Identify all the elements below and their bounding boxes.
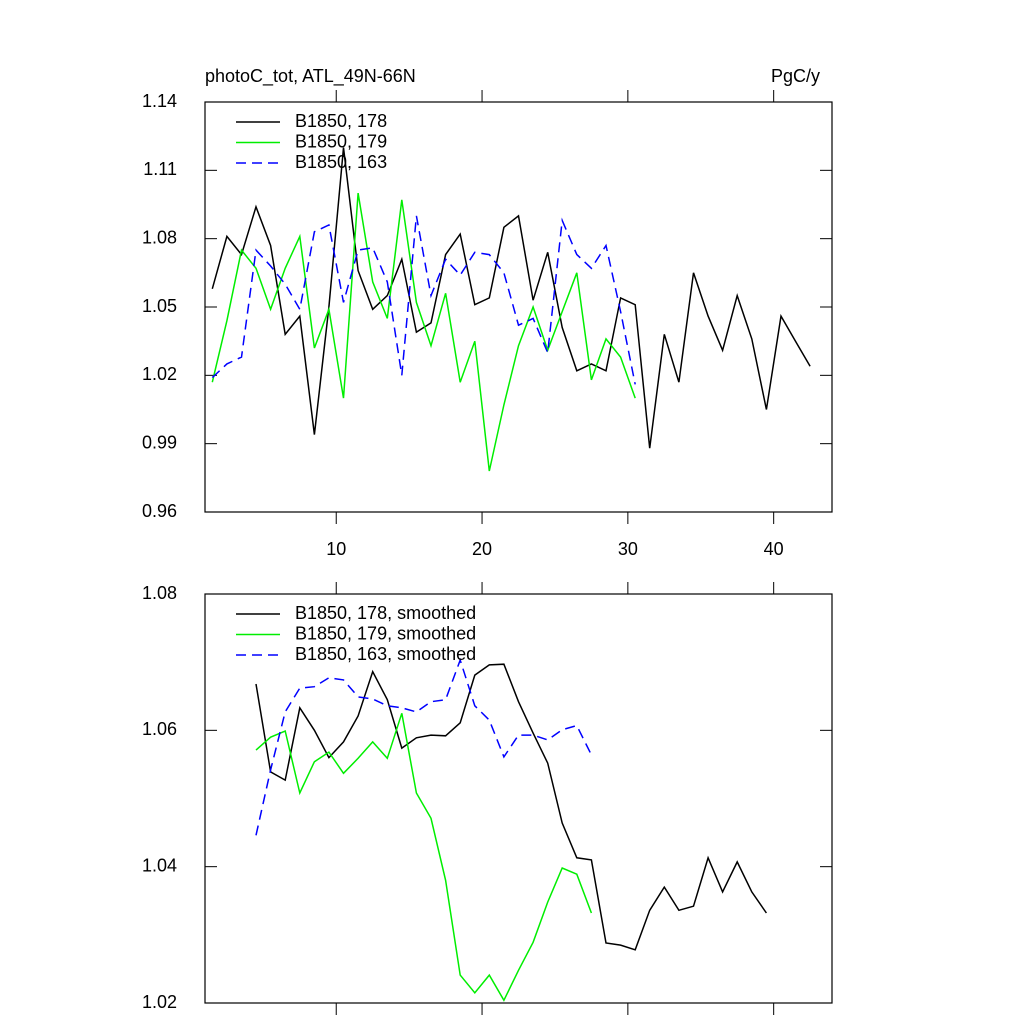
x-tick-label: 30 [618, 539, 638, 559]
y-tick-label: 0.99 [142, 432, 177, 452]
series-line [211, 215, 636, 385]
y-tick-label: 1.04 [142, 855, 177, 875]
x-tick-label: 20 [472, 539, 492, 559]
series-line [255, 713, 593, 1002]
legend-label: B1850, 178 [295, 111, 387, 131]
legend-label: B1850, 163, smoothed [295, 644, 476, 664]
y-tick-label: 1.08 [142, 227, 177, 247]
y-tick-label: 1.11 [143, 159, 177, 179]
series-line [211, 147, 811, 449]
series-line [255, 657, 593, 836]
y-tick-label: 0.96 [142, 501, 177, 521]
y-tick-label: 1.14 [142, 91, 177, 111]
series-line [255, 663, 768, 951]
legend-label: B1850, 163 [295, 152, 387, 172]
x-tick-label: 40 [764, 539, 784, 559]
legend-label: B1850, 179, smoothed [295, 623, 476, 643]
plot-frame [204, 593, 833, 1004]
legend-label: B1850, 178, smoothed [295, 603, 476, 623]
series-line [211, 192, 636, 472]
y-tick-label: 1.06 [142, 719, 177, 739]
y-tick-label: 1.08 [142, 583, 177, 603]
chart-title: photoC_tot, ATL_49N-66N [205, 66, 416, 87]
y-tick-label: 1.02 [142, 364, 177, 384]
y-tick-label: 1.05 [142, 296, 177, 316]
units-label: PgC/y [771, 66, 820, 86]
y-tick-label: 1.02 [142, 992, 177, 1012]
legend-label: B1850, 179 [295, 131, 387, 151]
x-tick-label: 10 [326, 539, 346, 559]
